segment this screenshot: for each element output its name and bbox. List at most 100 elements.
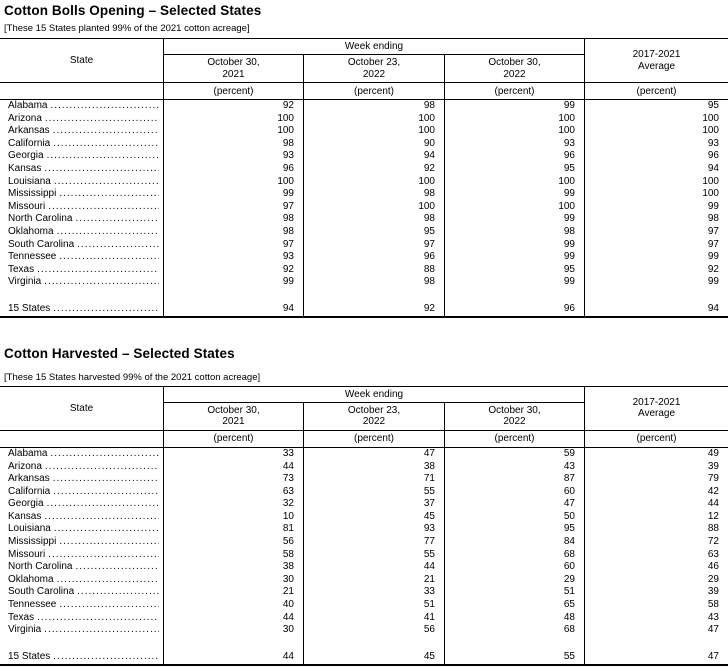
state-row: Tennessee 93 96 99 99 <box>0 251 728 264</box>
value-oct23-2022: 56 <box>304 624 445 637</box>
percent-unit-cell: (percent) <box>636 85 677 97</box>
value-average: 100 <box>702 188 719 200</box>
state-row: North Carolina 98 98 99 98 <box>0 213 728 226</box>
table-note: [These 15 States harvested 99% of the 20… <box>4 371 261 383</box>
value-oct23-2022: 77 <box>304 536 445 549</box>
dot-leader <box>44 163 159 176</box>
value-average: 96 <box>707 150 719 162</box>
state-name: Oklahoma <box>8 225 54 237</box>
percent-unit-cell: (percent) <box>164 83 304 99</box>
state-name: Missouri <box>8 548 46 560</box>
state-name-cell: Missouri <box>0 548 164 562</box>
dot-leader <box>77 586 159 599</box>
state-row: South Carolina 21 33 51 39 <box>0 586 728 600</box>
state-row: Georgia 32 37 47 44 <box>0 498 728 511</box>
dot-leader <box>53 138 159 151</box>
state-name-cell: Georgia <box>0 498 164 511</box>
value-oct30-2021: 10 <box>164 510 304 524</box>
value-oct30-2021: 99 <box>164 276 304 289</box>
state-name: Missouri <box>8 200 46 212</box>
value-oct30-2022: 95 <box>445 523 585 537</box>
state-name: Arizona <box>8 460 42 472</box>
total-label-cell: 15 States <box>0 301 164 316</box>
dot-leader <box>44 511 159 524</box>
value-average: 39 <box>707 586 719 598</box>
value-oct23-2022: 45 <box>304 510 445 524</box>
percent-unit-cell: (percent) <box>445 430 585 447</box>
state-name-cell: Arkansas <box>0 125 164 138</box>
value-oct30-2021: 38 <box>164 561 304 574</box>
value-oct23-2022: 44 <box>304 561 445 574</box>
state-name-cell: Oklahoma <box>0 225 164 239</box>
state-row: California 98 90 93 93 <box>0 137 728 151</box>
total-label: 15 States <box>8 650 51 662</box>
state-row: Texas 44 41 48 43 <box>0 611 728 625</box>
value-average: 92 <box>707 263 719 275</box>
value-oct30-2022: 99 <box>445 251 585 264</box>
value-oct30-2021: 33 <box>164 447 304 461</box>
value-oct30-2021: 100 <box>164 125 304 138</box>
state-row: Arkansas 73 71 87 79 <box>0 473 728 486</box>
state-name: Louisiana <box>8 175 51 187</box>
state-row: Kansas 10 45 50 12 <box>0 510 728 524</box>
dot-leader <box>57 574 159 587</box>
average-column-header: 2017-2021 Average <box>632 49 681 72</box>
cotton-harvested-section: Cotton Harvested – Selected States [Thes… <box>0 346 728 666</box>
week-ending-header: Week ending <box>164 386 585 403</box>
value-average: 97 <box>707 225 719 237</box>
value-oct23-2022: 51 <box>304 599 445 612</box>
state-name-cell: Georgia <box>0 150 164 163</box>
value-average: 49 <box>707 447 719 459</box>
value-oct30-2021: 63 <box>164 485 304 499</box>
state-row: Louisiana 100 100 100 100 <box>0 175 728 189</box>
state-row: Oklahoma 98 95 98 97 <box>0 225 728 239</box>
state-name: Texas <box>8 611 35 623</box>
state-name: Tennessee <box>8 251 57 263</box>
dot-leader <box>75 213 159 226</box>
state-name: Virginia <box>8 276 42 288</box>
value-oct23-2022: 21 <box>304 573 445 587</box>
value-oct30-2022: 99 <box>445 213 585 226</box>
value-oct30-2021: 58 <box>164 548 304 562</box>
dot-leader <box>45 461 159 474</box>
value-average: 99 <box>707 276 719 288</box>
dot-leader <box>54 523 159 536</box>
value-oct23-2022: 33 <box>304 586 445 600</box>
state-name-cell: Kansas <box>0 510 164 524</box>
state-name: North Carolina <box>8 561 73 573</box>
value-oct30-2021: 92 <box>164 263 304 277</box>
value-average: 100 <box>702 112 719 124</box>
state-name-cell: California <box>0 137 164 151</box>
state-name-cell: North Carolina <box>0 213 164 226</box>
value-oct30-2021: 44 <box>164 460 304 474</box>
state-row: Arizona 44 38 43 39 <box>0 460 728 474</box>
value-oct30-2022: 48 <box>445 611 585 625</box>
state-name: Mississippi <box>8 188 57 200</box>
dot-leader <box>59 536 159 549</box>
value-oct30-2021: 98 <box>164 137 304 151</box>
empty-unit-cell <box>0 83 164 99</box>
total-label: 15 States <box>8 302 51 314</box>
value-oct30-2021: 44 <box>164 611 304 625</box>
value-oct30-2022: 84 <box>445 536 585 549</box>
value-oct30-2021: 30 <box>164 624 304 637</box>
total-label-cell: 15 States <box>0 649 164 664</box>
value-oct30-2021: 73 <box>164 473 304 486</box>
state-name-cell: Mississippi <box>0 188 164 201</box>
state-name: Arizona <box>8 112 42 124</box>
spacer-row <box>0 636 728 650</box>
value-oct30-2021: 100 <box>164 175 304 189</box>
date-column-header-oct30-2022: October 30, 2022 <box>445 55 585 82</box>
state-name: Alabama <box>8 100 48 111</box>
state-name-cell: South Carolina <box>0 238 164 252</box>
value-average: 44 <box>707 498 719 510</box>
value-oct30-2021: 92 <box>164 100 304 113</box>
state-name-cell: Louisiana <box>0 175 164 189</box>
dot-leader <box>59 251 159 264</box>
total-oct30-2021: 44 <box>164 649 304 664</box>
table-title: Cotton Harvested – Selected States <box>4 345 235 361</box>
value-oct30-2021: 93 <box>164 150 304 163</box>
dot-leader <box>45 113 159 126</box>
value-average: 95 <box>707 100 719 111</box>
dot-leader <box>75 561 159 574</box>
